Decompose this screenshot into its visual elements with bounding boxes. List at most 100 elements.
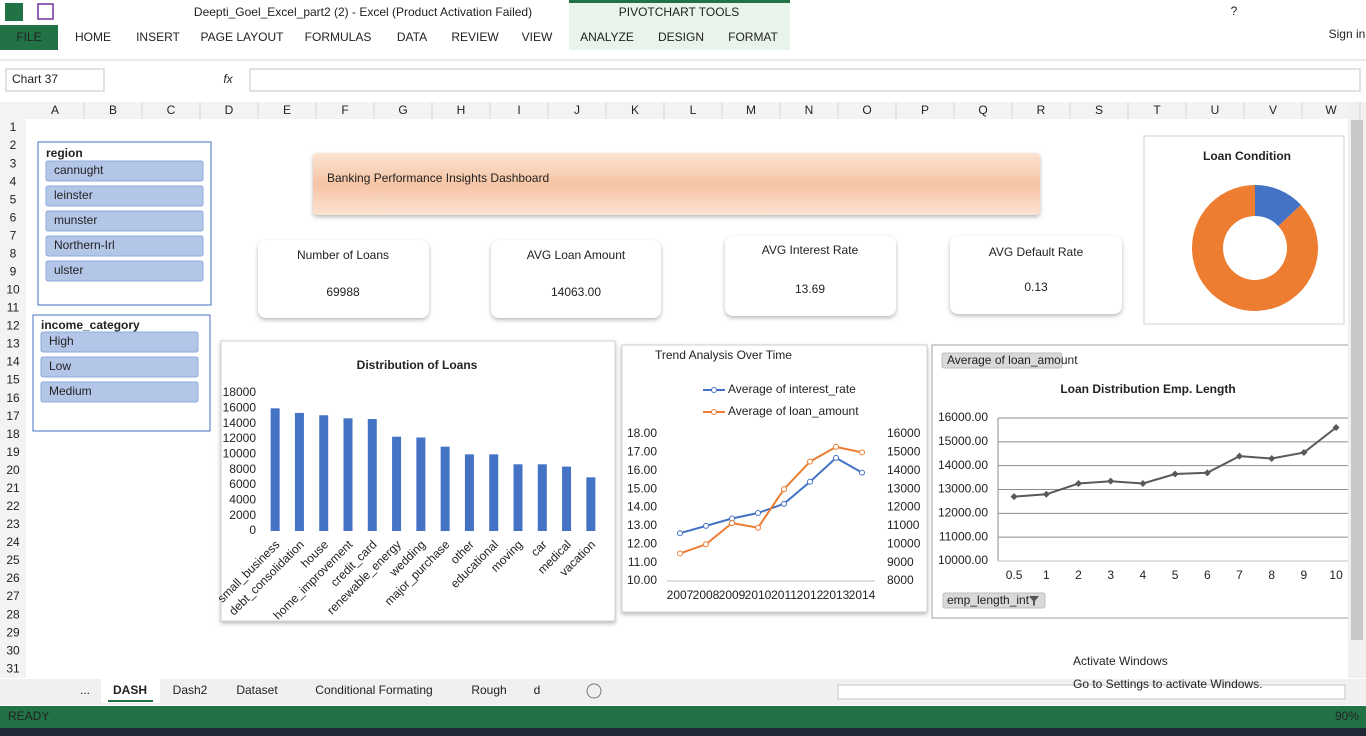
point-marker	[807, 478, 813, 485]
slicer-item-label[interactable]: munster	[54, 213, 97, 227]
sheet-tab[interactable]: Dash2	[173, 683, 208, 697]
point-marker	[755, 510, 761, 517]
slicer-item-label[interactable]: Northern-Irl	[54, 238, 115, 252]
ribbon-tab[interactable]: ANALYZE	[580, 30, 634, 44]
ribbon-tab[interactable]: VIEW	[522, 30, 553, 44]
column-header: M	[746, 103, 756, 117]
point-marker	[755, 524, 761, 531]
column-header: J	[574, 103, 580, 117]
scroll-thumb[interactable]	[1351, 340, 1363, 630]
point-marker	[807, 458, 813, 465]
ribbon-tab[interactable]: HOME	[75, 30, 111, 44]
bar	[513, 464, 523, 531]
point-marker	[1268, 455, 1276, 463]
active-tab-bg[interactable]	[101, 679, 160, 703]
point-marker	[677, 550, 683, 557]
column-header: H	[457, 103, 466, 117]
y-tick-label: 4000	[229, 493, 256, 507]
ribbon-tab[interactable]: FORMAT	[728, 30, 778, 44]
save-icon[interactable]	[37, 3, 54, 20]
x-tick-label: 2008	[693, 588, 720, 602]
ribbon-tab[interactable]: INSERT	[136, 30, 180, 44]
slicer-item-label[interactable]: High	[49, 334, 74, 348]
row-header: 5	[10, 192, 17, 206]
ribbon-tab[interactable]: REVIEW	[451, 30, 499, 44]
column-header: R	[1037, 103, 1046, 117]
donut-segment	[1255, 185, 1301, 227]
row-header: 2	[10, 138, 17, 152]
ribbon-tab[interactable]: DATA	[397, 30, 427, 44]
formula-input[interactable]	[249, 68, 1361, 92]
x-tick-label: 10	[1329, 568, 1343, 582]
x-tick-label: 3	[1107, 568, 1114, 582]
slicer-item[interactable]	[40, 331, 199, 353]
sheet-tab[interactable]: Conditional Formating	[315, 683, 432, 697]
bar	[440, 446, 450, 531]
sheet-tab[interactable]: Dataset	[236, 683, 278, 697]
row-header: 1	[10, 120, 17, 134]
kpi-label: Number of Loans	[297, 248, 389, 262]
point-marker	[1139, 480, 1147, 488]
point-marker	[1236, 452, 1243, 460]
sheet-tab[interactable]: Rough	[471, 683, 506, 697]
status-ready: READY	[8, 709, 49, 723]
field-button-label[interactable]: emp_length_int	[947, 593, 1030, 607]
window-title: Deepti_Goel_Excel_part2 (2) - Excel (Pro…	[194, 5, 532, 19]
chart-box[interactable]	[621, 344, 928, 613]
file-tab-bg[interactable]	[0, 25, 58, 50]
tool-group-accent	[569, 0, 790, 3]
bar	[294, 412, 304, 531]
field-button[interactable]	[941, 352, 1063, 369]
zoom-level[interactable]: 90%	[1335, 709, 1359, 723]
horizontal-scrollbar[interactable]	[837, 684, 1346, 700]
slicer-item[interactable]	[40, 356, 199, 378]
title-banner	[313, 153, 1040, 215]
slicer-item[interactable]	[45, 235, 204, 257]
ribbon-tab[interactable]: FILE	[16, 30, 41, 44]
column-header: Q	[978, 103, 987, 117]
add-sheet-button[interactable]	[586, 683, 602, 699]
slicer-item-label[interactable]: leinster	[54, 188, 93, 202]
bar	[464, 454, 474, 531]
row-header: 28	[6, 607, 20, 621]
row-header: 6	[10, 210, 17, 224]
field-button[interactable]	[942, 592, 1046, 609]
name-box[interactable]	[5, 68, 105, 92]
fx-label: fx	[223, 72, 233, 86]
x-tick-label: 5	[1172, 568, 1179, 582]
ribbon-tab[interactable]: FORMULAS	[305, 30, 372, 44]
y-tick-label: 10.00	[627, 573, 657, 587]
slicer-item-label[interactable]: Medium	[49, 384, 92, 398]
row-header: 13	[6, 337, 20, 351]
y-tick-label: 2000	[229, 508, 256, 522]
field-button-label[interactable]: Average of loan_amount	[947, 353, 1078, 367]
row-header: 29	[6, 625, 20, 639]
bar	[392, 436, 402, 531]
excel-icon[interactable]	[5, 3, 23, 21]
ribbon-tab[interactable]: DESIGN	[658, 30, 704, 44]
slicer-item[interactable]	[45, 185, 204, 207]
help-button[interactable]: ?	[1231, 4, 1238, 18]
sheet-tab[interactable]: DASH	[113, 683, 147, 697]
slicer-item[interactable]	[45, 160, 204, 182]
row-header: 8	[10, 246, 17, 260]
slicer-item-label[interactable]: cannught	[54, 163, 104, 177]
sign-in[interactable]: Sign in	[1329, 27, 1366, 41]
filter-icon[interactable]	[1029, 596, 1039, 606]
row-header: 9	[10, 264, 17, 278]
kpi-label: AVG Loan Amount	[527, 248, 626, 262]
x-tick-label: 2013	[823, 588, 850, 602]
ribbon-tab[interactable]: PAGE LAYOUT	[201, 30, 285, 44]
kpi-value: 13.69	[795, 282, 825, 296]
row-header: 4	[10, 174, 17, 188]
slicer-item[interactable]	[40, 381, 199, 403]
sheet-tab[interactable]: d	[534, 683, 541, 697]
tab-overflow[interactable]: ...	[80, 683, 90, 697]
chart-title: Loan Condition	[1203, 149, 1291, 163]
slicer-item[interactable]	[45, 260, 204, 282]
slicer-item-label[interactable]: ulster	[54, 263, 83, 277]
kpi-label: AVG Interest Rate	[762, 243, 859, 257]
slicer-item[interactable]	[45, 210, 204, 232]
slicer-item-label[interactable]: Low	[49, 359, 71, 373]
